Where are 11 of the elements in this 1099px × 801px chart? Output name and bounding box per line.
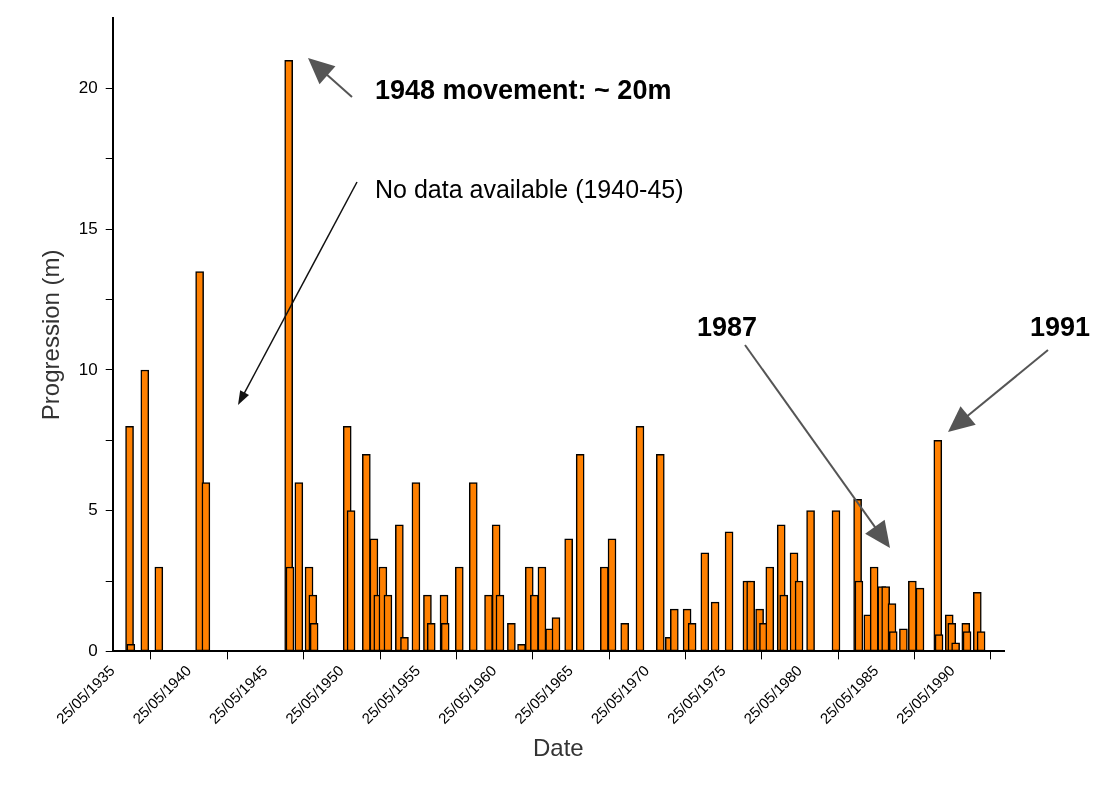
y-tick-label: 20 <box>78 78 98 98</box>
text: 1991 <box>1030 312 1091 342</box>
annotation: 1948 movement: ~ 20m <box>375 75 672 105</box>
y-axis-title: Progression (m) <box>37 249 65 421</box>
y-tick-label: 10 <box>78 359 98 379</box>
y-tick-label: 5 <box>88 500 98 520</box>
annotation: No data available (1940-45) <box>375 175 684 203</box>
x-axis-title: Date <box>533 734 584 762</box>
annotation: 1987 <box>697 312 758 342</box>
y-tick-label: 15 <box>78 218 98 238</box>
y-tick-label: 0 <box>88 641 98 661</box>
